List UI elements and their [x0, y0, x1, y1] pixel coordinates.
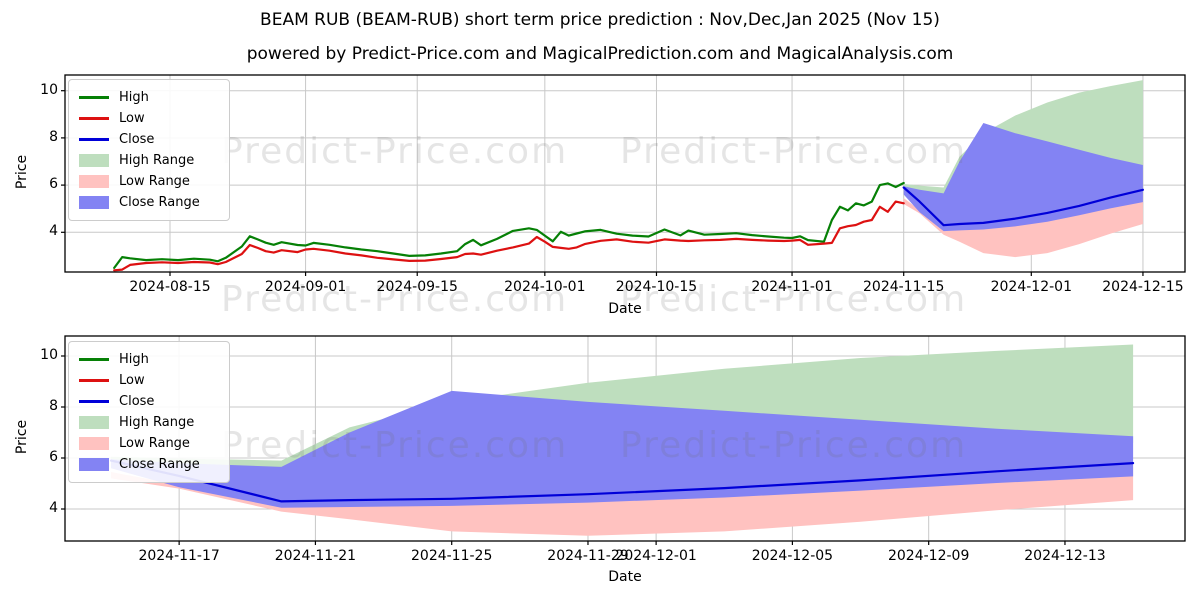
legend-line-swatch	[79, 138, 109, 141]
bottom-x-tick-label: 2024-11-21	[274, 548, 357, 564]
legend-patch-swatch	[79, 416, 109, 429]
legend-entry-low: Low	[79, 370, 219, 391]
legend-entry-low-range: Low Range	[79, 433, 219, 454]
legend-entry-label: Close Range	[119, 195, 200, 210]
top-x-tick-label: 2024-12-15	[1102, 279, 1184, 295]
top-plot-border	[64, 74, 1186, 273]
bottom-x-tick-label: 2024-12-05	[751, 548, 834, 564]
top-x-tick-label: 2024-10-15	[615, 279, 698, 295]
legend-entry-label: High Range	[119, 153, 195, 168]
top-chart-x-axis-label: Date	[608, 301, 642, 317]
legend-entry-label: Low Range	[119, 436, 190, 451]
legend-patch-swatch	[79, 175, 109, 188]
bottom-x-tick-label: 2024-12-09	[887, 548, 970, 564]
legend-entry-label: Close	[119, 132, 155, 147]
top-x-tick-label: 2024-11-01	[751, 279, 833, 295]
bottom-x-tick-label: 2024-11-17	[138, 548, 220, 564]
legend-line-swatch	[79, 358, 109, 361]
top-y-tick-label: 10	[40, 81, 58, 98]
bottom-x-tick-label: 2024-12-13	[1024, 548, 1106, 564]
top-x-tick-label: 2024-08-15	[129, 279, 211, 295]
bottom-y-tick-label: 6	[49, 449, 58, 465]
page-subtitle: powered by Predict-Price.com and Magical…	[246, 44, 954, 64]
bottom-y-tick-label: 4	[49, 500, 58, 516]
legend-entry-close-range: Close Range	[79, 454, 219, 475]
top-chart-legend: High Low Close High Range Low Range Close Ran…	[68, 79, 230, 221]
legend-entry-low-range: Low Range	[79, 171, 219, 192]
legend-entry-label: Close	[119, 394, 155, 409]
top-x-tick-label: 2024-09-15	[376, 279, 458, 295]
legend-patch-swatch	[79, 154, 109, 167]
bottom-chart-y-axis-label: Price	[14, 419, 30, 455]
legend-entry-close-range: Close Range	[79, 192, 219, 213]
legend-patch-swatch	[79, 196, 109, 209]
bottom-y-tick-label: 10	[40, 347, 58, 363]
legend-entry-label: High Range	[119, 415, 195, 430]
legend-entry-label: Close Range	[119, 457, 200, 472]
bottom-x-tick-label: 2024-11-25	[411, 548, 493, 564]
top-y-tick-label: 4	[49, 223, 58, 240]
legend-entry-close: Close	[79, 391, 219, 412]
top-line-low	[113, 200, 905, 272]
bottom-plot-border	[64, 335, 1186, 542]
bottom-chart-legend: High Low Close High Range Low Range Close Ran…	[68, 341, 230, 483]
bottom-chart-x-axis-label: Date	[608, 569, 642, 585]
bottom-x-tick-label: 2024-12-01	[615, 548, 697, 564]
legend-entry-close: Close	[79, 129, 219, 150]
legend-line-swatch	[79, 400, 109, 403]
legend-line-swatch	[79, 117, 109, 120]
top-x-tick-label: 2024-11-15	[863, 279, 945, 295]
legend-entry-high: High	[79, 349, 219, 370]
legend-entry-high: High	[79, 87, 219, 108]
top-x-tick-label: 2024-09-01	[264, 279, 347, 295]
top-line-close	[902, 186, 1144, 227]
legend-entry-high-range: High Range	[79, 412, 219, 433]
legend-entry-label: High	[119, 90, 149, 105]
legend-entry-high-range: High Range	[79, 150, 219, 171]
top-x-tick-label: 2024-12-01	[990, 279, 1072, 295]
legend-patch-swatch	[79, 458, 109, 471]
legend-line-swatch	[79, 96, 109, 99]
legend-entry-label: Low	[119, 373, 145, 388]
page-title: BEAM RUB (BEAM-RUB) short term price pre…	[260, 10, 940, 30]
bottom-line-close	[109, 459, 1135, 503]
top-chart-y-axis-label: Price	[14, 154, 30, 190]
legend-line-swatch	[79, 379, 109, 382]
top-x-tick-label: 2024-10-01	[504, 279, 586, 295]
bottom-x-tick-label: 2024-11-29	[547, 548, 629, 564]
legend-patch-swatch	[79, 437, 109, 450]
top-y-tick-label: 8	[49, 128, 58, 145]
top-y-tick-label: 6	[49, 176, 58, 193]
legend-entry-label: Low	[119, 111, 145, 126]
legend-entry-low: Low	[79, 108, 219, 129]
bottom-y-tick-label: 8	[49, 398, 58, 414]
top-line-high	[113, 181, 905, 269]
legend-entry-label: High	[119, 352, 149, 367]
legend-entry-label: Low Range	[119, 174, 190, 189]
